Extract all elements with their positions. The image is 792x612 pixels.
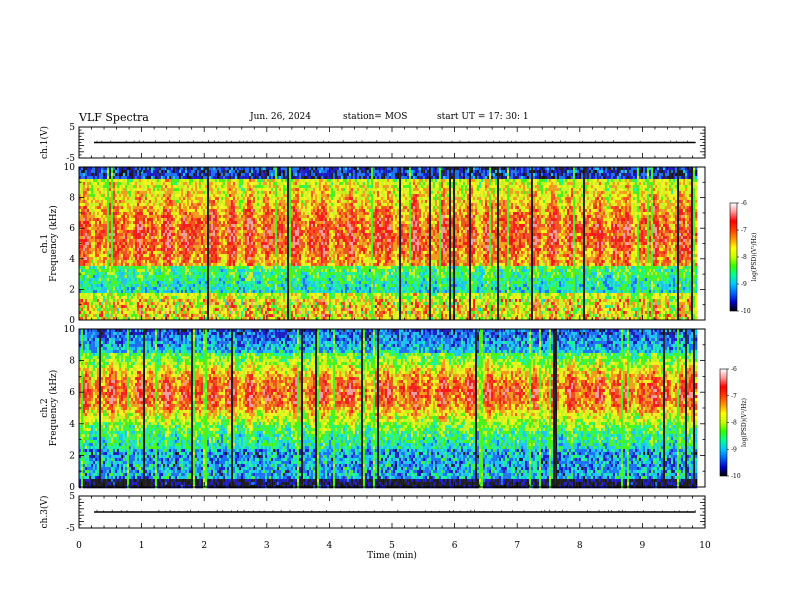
ytick-label: 0: [69, 316, 75, 326]
xtick-label: 10: [699, 541, 711, 551]
xtick-label: 9: [640, 541, 646, 551]
waveform-ch3-trace: [94, 509, 696, 513]
colorbar-tick-label: -6: [731, 366, 737, 373]
ylabel: ch.1(V): [39, 126, 50, 159]
ylabel: ch.3(V): [39, 496, 50, 529]
start-ut-label: start UT = 17: 30: 1: [437, 112, 529, 122]
spectrogram-ch2-panel: 0 2 4 6 8 10 ch.2 Frequency (kHz) -6 -7 -8 -9 -10 log…: [40, 325, 748, 493]
spectrogram-ch2-cells: [79, 329, 698, 489]
colorbar-tick-label: -10: [731, 473, 741, 480]
xtick-label: 5: [389, 541, 395, 551]
ytick-label: 4: [69, 420, 75, 430]
ylabel: ch.2: [40, 398, 50, 417]
waveform-ch1-trace: [94, 140, 696, 144]
xtick-label: 6: [452, 541, 458, 551]
xtick-label: 8: [577, 541, 583, 551]
xtick-label: 7: [514, 541, 520, 551]
ytick-label: -5: [66, 154, 75, 164]
waveform-ch3-panel: 5 -5 ch.3(V) 0 1 2 3 4 5 6 7 8 9 10 Time (min): [39, 492, 711, 561]
ytick-label: 0: [69, 483, 75, 493]
ytick-label: 6: [69, 388, 75, 398]
colorbar-tick-label: -10: [741, 308, 751, 315]
ytick-label: 5: [69, 123, 75, 133]
ylabel: Frequency (kHz): [48, 370, 59, 447]
ytick-label: 4: [69, 255, 75, 265]
xtick-label: 4: [327, 541, 333, 551]
spectrogram-ch2-colorbar: -6 -7 -8 -9 -10 log(PSD)(V²/Hz): [719, 366, 748, 480]
ytick-label: 5: [69, 492, 75, 502]
spectrogram-ch1-panel: 0 2 4 6 8 10 ch.1 Frequency (kHz) -6 -7 -8 -9 -10 log…: [40, 163, 758, 326]
xtick-label: 0: [76, 541, 82, 551]
xtick-label: 3: [264, 541, 270, 551]
ytick-label: 8: [69, 357, 75, 367]
ytick-label: -5: [66, 524, 75, 534]
colorbar-tick-label: -8: [741, 254, 747, 261]
xlabel: Time (min): [367, 550, 417, 561]
date-label: Jun. 26, 2024: [250, 112, 311, 122]
station-label: station= MOS: [343, 112, 407, 122]
ytick-label: 2: [69, 451, 75, 461]
ylabel: ch.1: [40, 234, 50, 253]
ytick-label: 10: [64, 163, 76, 173]
colorbar-tick-label: -7: [731, 393, 737, 400]
colorbar-tick-label: -8: [731, 420, 737, 427]
ytick-label: 10: [64, 325, 76, 335]
xtick-label: 2: [201, 541, 207, 551]
colorbar-tick-label: -7: [741, 227, 747, 234]
figure-title: VLF Spectra: [79, 111, 149, 124]
xtick-label: 1: [139, 541, 145, 551]
colorbar-tick-label: -9: [731, 446, 737, 453]
colorbar-tick-label: -6: [741, 200, 747, 207]
spectrogram-ch1-cells: [79, 167, 698, 321]
ytick-label: 8: [69, 194, 75, 204]
colorbar-label: log(PSD)(V²/Hz): [741, 398, 748, 447]
colorbar-tick-label: -9: [741, 281, 747, 288]
spectrogram-ch1-colorbar: -6 -7 -8 -9 -10 log(PSD)(V²/Hz): [729, 200, 758, 315]
ylabel: Frequency (kHz): [48, 205, 59, 282]
ytick-label: 6: [69, 224, 75, 234]
ytick-label: 2: [69, 285, 75, 295]
waveform-ch1-panel: 5 -5 ch.1(V): [39, 123, 706, 164]
colorbar-label: log(PSD)(V²/Hz): [751, 233, 758, 282]
